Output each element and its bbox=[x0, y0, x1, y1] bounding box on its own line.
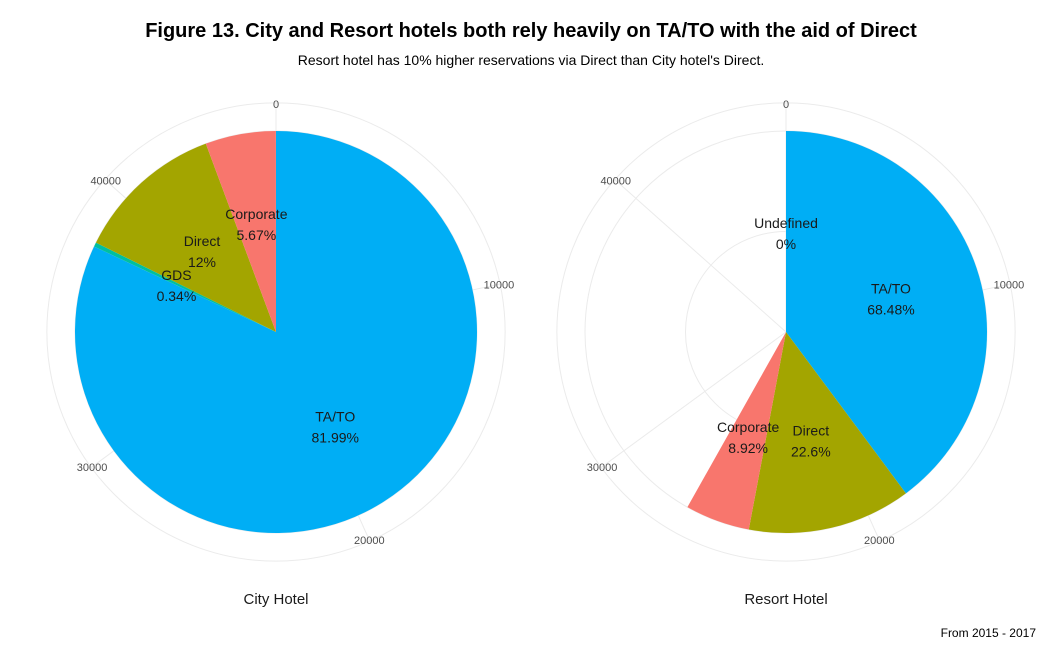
grid-spoke bbox=[614, 179, 787, 333]
slice-corporate bbox=[205, 131, 276, 332]
x-axis-label: Resort Hotel bbox=[744, 591, 827, 608]
axis-tick-label: 40000 bbox=[90, 175, 121, 187]
axis-tick-label: 20000 bbox=[864, 535, 895, 547]
slice-pct-direct: 22.6% bbox=[791, 444, 831, 460]
axis-tick-label: 30000 bbox=[77, 462, 108, 474]
slice-label-ta-to: TA/TO bbox=[871, 280, 911, 296]
axis-tick-label: 30000 bbox=[587, 462, 618, 474]
axis-tick-label: 40000 bbox=[600, 175, 631, 187]
axis-tick-label: 0 bbox=[273, 99, 279, 111]
slice-label-corporate: Corporate bbox=[225, 206, 287, 222]
slice-label-direct: Direct bbox=[184, 233, 221, 249]
slice-ta-to bbox=[786, 131, 987, 494]
slice-corporate bbox=[687, 332, 786, 530]
slice-pct-corporate: 8.92% bbox=[728, 440, 768, 456]
slice-pct-corporate: 5.67% bbox=[237, 227, 277, 243]
slice-pct-direct: 12% bbox=[188, 254, 216, 270]
slice-label-direct: Direct bbox=[793, 423, 830, 439]
slice-direct bbox=[95, 143, 276, 332]
pie-chart-resort-hotel: 0 10000 20000 30000 40000 TA/TO 68.48% Direct 22… bbox=[556, 99, 1025, 608]
axis-tick-label: 0 bbox=[783, 99, 789, 111]
pie-chart-city-hotel: 0 10000 20000 30000 40000 TA/TO 81.99% GDS 0.34%… bbox=[46, 99, 515, 608]
slice-pct-ta-to: 81.99% bbox=[312, 429, 359, 445]
axis-tick-label: 10000 bbox=[484, 279, 515, 291]
slice-label-ta-to: TA/TO bbox=[315, 408, 355, 424]
chart-title: Figure 13. City and Resort hotels both r… bbox=[145, 20, 917, 42]
slice-label-corporate: Corporate bbox=[717, 419, 779, 435]
slice-pct-gds: 0.34% bbox=[157, 288, 197, 304]
slice-gds bbox=[94, 242, 276, 332]
slice-direct bbox=[748, 332, 906, 533]
slice-label-undefined: Undefined bbox=[754, 215, 818, 231]
axis-tick-label: 10000 bbox=[994, 279, 1025, 291]
slice-label-gds: GDS bbox=[161, 267, 191, 283]
x-axis-label: City Hotel bbox=[243, 591, 308, 608]
grid-spoke bbox=[600, 331, 787, 468]
caption: From 2015 - 2017 bbox=[940, 626, 1036, 640]
chart-subtitle: Resort hotel has 10% higher reservations… bbox=[297, 52, 765, 68]
slice-pct-undefined: 0% bbox=[776, 236, 796, 252]
slice-pct-ta-to: 68.48% bbox=[867, 301, 914, 317]
axis-tick-label: 20000 bbox=[354, 535, 385, 547]
